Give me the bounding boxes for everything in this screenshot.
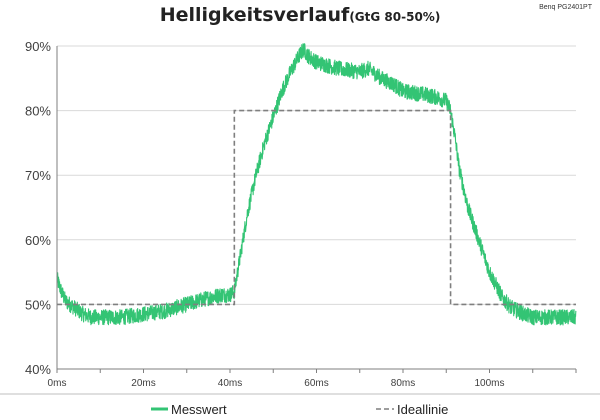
x-tick-label: 20ms (131, 378, 155, 389)
series-messwert-line (56, 43, 577, 326)
chart-title-sub: (GtG 80-50%) (349, 10, 441, 24)
device-label: Benq PG2401PT (539, 4, 592, 11)
y-tick-label: 80% (25, 104, 51, 119)
x-tick-label: 0ms (48, 378, 67, 389)
x-tick-label: 80ms (391, 378, 415, 389)
y-tick-label: 70% (25, 168, 51, 183)
grid-layer (57, 45, 576, 305)
chart-title: Helligkeitsverlauf(GtG 80-50%) (0, 4, 600, 26)
x-tick-label: 100ms (474, 378, 504, 389)
axis-layer: 40% 50% 60% 70% 80% 90% 0ms 20ms 40ms 60ms 80ms 100… (25, 39, 577, 389)
chart-title-main: Helligkeitsverlauf (159, 4, 350, 26)
x-tick-label: 60ms (304, 378, 328, 389)
y-tick-label: 90% (25, 39, 51, 54)
y-tick-label: 50% (25, 297, 51, 312)
series-layer (56, 43, 577, 326)
y-tick-label: 40% (25, 362, 51, 377)
y-tick-label: 60% (25, 233, 51, 248)
legend-label-messwert: Messwert (171, 402, 227, 417)
x-tick-label: 40ms (218, 378, 242, 389)
legend: Messwert Ideallinie (0, 393, 600, 417)
series-ideallinie-line (57, 109, 576, 306)
legend-label-ideallinie: Ideallinie (397, 402, 448, 417)
